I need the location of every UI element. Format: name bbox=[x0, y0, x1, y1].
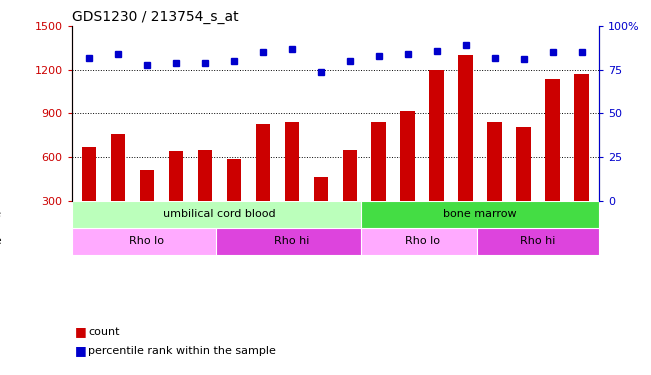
Bar bbox=[546, 79, 560, 245]
Bar bbox=[488, 122, 502, 244]
Text: ■: ■ bbox=[75, 344, 87, 357]
Bar bbox=[227, 159, 241, 244]
Text: bone marrow: bone marrow bbox=[443, 209, 517, 219]
Bar bbox=[477, 228, 599, 255]
Text: Rho lo: Rho lo bbox=[130, 236, 165, 246]
Bar bbox=[361, 201, 599, 228]
Bar bbox=[256, 124, 270, 244]
Text: Rho hi: Rho hi bbox=[520, 236, 556, 246]
Bar bbox=[361, 228, 483, 255]
Bar bbox=[82, 147, 96, 244]
Text: ■: ■ bbox=[75, 326, 87, 338]
Bar bbox=[430, 70, 444, 244]
Text: percentile rank within the sample: percentile rank within the sample bbox=[88, 346, 276, 355]
Bar bbox=[217, 228, 367, 255]
Bar bbox=[372, 122, 386, 244]
Bar bbox=[400, 111, 415, 245]
Bar bbox=[458, 56, 473, 244]
Bar bbox=[574, 74, 589, 244]
Bar bbox=[342, 150, 357, 244]
Text: GDS1230 / 213754_s_at: GDS1230 / 213754_s_at bbox=[72, 10, 238, 24]
Bar bbox=[284, 122, 299, 244]
Text: Rho hi: Rho hi bbox=[274, 236, 309, 246]
Bar bbox=[72, 201, 367, 228]
Text: count: count bbox=[88, 327, 119, 337]
Bar bbox=[111, 134, 125, 244]
Text: cell type: cell type bbox=[0, 236, 2, 246]
Text: tissue: tissue bbox=[0, 209, 2, 219]
Bar bbox=[169, 151, 183, 244]
Bar bbox=[140, 170, 154, 244]
Bar bbox=[314, 177, 328, 244]
Bar bbox=[516, 127, 531, 244]
Text: Rho lo: Rho lo bbox=[405, 236, 439, 246]
Text: umbilical cord blood: umbilical cord blood bbox=[163, 209, 275, 219]
Bar bbox=[198, 150, 212, 244]
Bar bbox=[72, 228, 222, 255]
